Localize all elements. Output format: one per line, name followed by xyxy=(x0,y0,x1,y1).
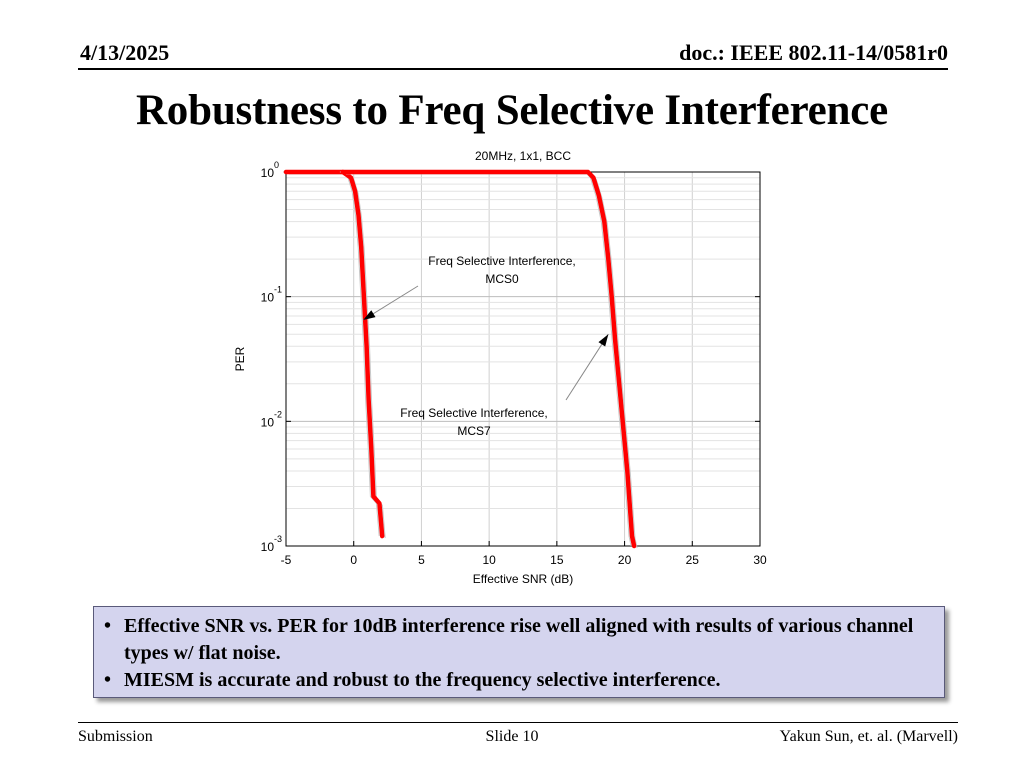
chart-title: 20MHz, 1x1, BCC xyxy=(475,149,571,163)
callout-bullet-2: • MIESM is accurate and robust to the fre… xyxy=(104,667,934,694)
footer-rule xyxy=(78,722,958,723)
annotation-2-text: Freq Selective Interference, xyxy=(400,406,547,420)
header-date: 4/13/2025 xyxy=(80,40,170,65)
footer-slide-number: Slide 10 xyxy=(485,728,539,745)
annotation-2-arrow-line xyxy=(565,333,609,401)
y-tick-exponent: 0 xyxy=(274,160,279,170)
annotation-1-text: MCS0 xyxy=(485,272,519,286)
callout-box: • Effective SNR vs. PER for 10dB interfer… xyxy=(93,606,945,698)
annotation-1-text: Freq Selective Interference, xyxy=(428,254,575,268)
header-rule xyxy=(78,68,948,70)
series-1-line xyxy=(283,169,385,539)
plot-area xyxy=(286,172,760,546)
y-tick-exponent: -3 xyxy=(274,534,282,544)
x-tick-label: 0 xyxy=(350,553,357,567)
footer-author: Yakun Sun, et. al. (Marvell) xyxy=(779,728,958,745)
header-doc-id: doc.: IEEE 802.11-14/0581r0 xyxy=(679,40,948,65)
series-2-line xyxy=(340,169,637,549)
series-2-reference xyxy=(345,173,638,549)
x-axis-label: Effective SNR (dB) xyxy=(473,572,573,586)
y-tick-exponent: -2 xyxy=(274,409,282,419)
y-tick-label: 10 xyxy=(261,166,275,180)
y-tick-label: 10 xyxy=(261,291,275,305)
x-tick-label: 10 xyxy=(482,553,496,567)
y-tick-exponent: -1 xyxy=(274,285,282,295)
x-tick-label: 15 xyxy=(550,553,564,567)
callout-bullet-1: • Effective SNR vs. PER for 10dB interfer… xyxy=(104,615,914,664)
bullet-glyph: • xyxy=(104,615,112,637)
x-tick-label: 5 xyxy=(418,553,425,567)
y-tick-label: 10 xyxy=(261,415,275,429)
x-tick-label: 20 xyxy=(618,553,632,567)
annotation-2-text: MCS7 xyxy=(457,424,491,438)
x-tick-label: -5 xyxy=(281,553,292,567)
slide-title: Robustness to Freq Selective Interferenc… xyxy=(135,87,889,134)
x-tick-label: 25 xyxy=(686,553,700,567)
bullet-glyph: • xyxy=(104,669,112,691)
series-2-reference xyxy=(339,171,632,547)
annotation-2-arrowhead xyxy=(598,334,609,347)
x-tick-label: 30 xyxy=(753,553,767,567)
annotation-1-arrowhead xyxy=(363,310,376,320)
footer-left: Submission xyxy=(78,728,153,745)
y-tick-label: 10 xyxy=(261,540,275,554)
y-axis-label: PER xyxy=(233,346,247,371)
